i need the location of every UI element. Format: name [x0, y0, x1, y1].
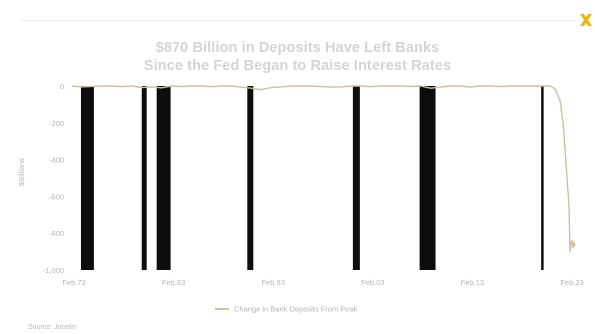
x-tick-label: Feb.83: [162, 278, 185, 287]
recession-bar: [419, 86, 436, 270]
y-tick-label: -600: [49, 192, 64, 201]
recession-bar: [247, 86, 254, 270]
y-tick-label: -1,000: [43, 266, 64, 275]
series-group: [71, 85, 576, 253]
y-axis-ticks: 0 -200 -400 -600 -800 -1,000: [43, 82, 64, 275]
y-axis-label: $Billions: [17, 158, 26, 186]
chart-title-line-1: $870 Billion in Deposits Have Left Banks: [155, 40, 440, 56]
recession-bar: [156, 86, 171, 270]
recession-bar: [352, 86, 360, 270]
x-axis-ticks: Feb.73 Feb.83 Feb.93 Feb.03 Feb.13 Feb.23: [62, 278, 583, 287]
series-line-change-in-bank-deposits-from-peak: [71, 85, 576, 253]
chart-title-line-2: Since the Fed Began to Raise Interest Ra…: [143, 58, 452, 74]
x-tick-label: Feb.23: [560, 278, 583, 287]
y-tick-label: -800: [49, 229, 64, 238]
legend: Change in Bank Deposits From Peak: [215, 305, 358, 314]
brand-logo-icon: [580, 14, 592, 26]
recession-shading-group: [80, 86, 544, 270]
y-tick-label: -400: [49, 156, 64, 165]
y-tick-label: -200: [49, 119, 64, 128]
source-note: Source: Jocelin: [28, 324, 76, 331]
recession-bar: [541, 86, 544, 270]
x-tick-label: Feb.13: [461, 278, 484, 287]
x-tick-label: Feb.03: [361, 278, 384, 287]
recession-bar: [80, 86, 94, 270]
x-tick-label: Feb.93: [262, 278, 285, 287]
top-divider: [20, 20, 575, 21]
recession-bar: [141, 86, 147, 270]
x-tick-label: Feb.73: [62, 278, 85, 287]
y-tick-label: 0: [60, 82, 64, 91]
legend-label: Change in Bank Deposits From Peak: [234, 305, 358, 314]
